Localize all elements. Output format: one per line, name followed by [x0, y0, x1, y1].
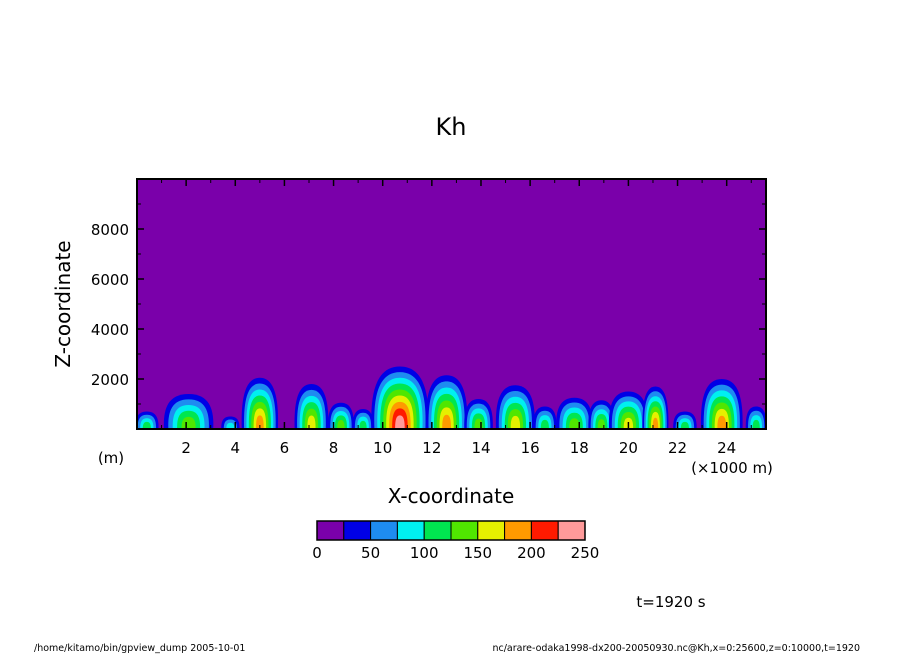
- cloud-contour-level: [395, 415, 405, 429]
- x-tick-label: 4: [231, 439, 241, 457]
- cloud-contour-level: [256, 415, 264, 429]
- footer-left: /home/kitamo/bin/gpview_dump 2005-10-01: [34, 643, 245, 654]
- cloud: [371, 366, 429, 429]
- time-label: t=1920 s: [636, 593, 705, 611]
- cloud-contour-level: [337, 419, 345, 429]
- colorbar-tick-label: 50: [361, 544, 380, 562]
- colorbar-swatch: [504, 520, 532, 541]
- cloud-contour-level: [226, 422, 235, 429]
- x-axis-label: X-coordinate: [388, 484, 515, 508]
- cloud: [608, 391, 648, 429]
- x-tick-label: 8: [329, 439, 339, 457]
- colorbar-tick-label: 250: [571, 544, 600, 562]
- cloud: [673, 411, 697, 429]
- colorbar-labels: 0 50 100 150 200 250: [312, 544, 599, 562]
- cloud: [425, 375, 468, 429]
- cloud: [163, 394, 214, 429]
- colorbar-tick-label: 0: [312, 544, 322, 562]
- cloud: [745, 406, 766, 429]
- plot-area: [136, 178, 767, 430]
- colorbar-swatch: [423, 520, 452, 541]
- cloud: [294, 384, 329, 429]
- y-tick-label: 8000: [91, 221, 129, 239]
- x-tick-label: 6: [280, 439, 290, 457]
- chart-title: Kh: [436, 113, 467, 141]
- cloud-contour-level: [359, 420, 367, 429]
- x-tick-label: 12: [422, 439, 441, 457]
- colorbar-swatch: [530, 520, 559, 541]
- cloud: [588, 400, 615, 429]
- cloud-contour-level: [597, 419, 606, 429]
- cloud-contour-level: [680, 421, 689, 429]
- cloud-contour-level: [752, 419, 760, 429]
- cloud: [533, 406, 557, 429]
- cloud-contour-level: [442, 414, 451, 429]
- cloud-contour-level: [510, 415, 521, 429]
- x-tick-label: 18: [570, 439, 589, 457]
- cloud: [642, 386, 669, 429]
- cloud-contour-level: [569, 418, 580, 429]
- x-axis: 2 4 6 8 10 12 14 16 18 20 22 24: [161, 179, 752, 457]
- y-axis-label: Z-coordinate: [51, 240, 75, 367]
- cloud: [556, 397, 593, 429]
- x-tick-label: 14: [471, 439, 490, 457]
- y-axis: 2000 4000 6000 8000: [91, 203, 766, 405]
- cloud-contour-level: [142, 421, 151, 429]
- cloud-contours: [137, 366, 766, 429]
- y-axis-unit: (m): [98, 449, 124, 467]
- colorbar-swatch: [396, 520, 425, 541]
- colorbar-tick-label: 150: [463, 544, 492, 562]
- x-tick-label: 16: [521, 439, 540, 457]
- cloud: [137, 411, 159, 429]
- cloud-contour-level: [652, 417, 659, 429]
- colorbar-swatch: [477, 520, 506, 541]
- y-tick-label: 6000: [91, 271, 129, 289]
- colorbar: [316, 520, 586, 541]
- x-axis-unit: (×1000 m): [691, 459, 773, 477]
- x-tick-label: 2: [181, 439, 191, 457]
- colorbar-frame: [316, 520, 586, 541]
- x-tick-label: 24: [717, 439, 736, 457]
- footer-right: nc/arare-odaka1998-dx200-20050930.nc@Kh,…: [492, 643, 860, 654]
- colorbar-tick-label: 100: [410, 544, 439, 562]
- colorbar-swatch: [557, 520, 586, 541]
- cloud-contour-level: [717, 415, 727, 429]
- colorbar-swatch: [316, 520, 345, 541]
- colorbar-swatch: [450, 520, 479, 541]
- colorbar-swatch: [343, 520, 372, 541]
- x-tick-label: 10: [373, 439, 392, 457]
- x-tick-label: 22: [668, 439, 687, 457]
- cloud-contour-level: [181, 416, 196, 429]
- x-tick-label: 20: [619, 439, 638, 457]
- cloud: [352, 409, 374, 429]
- colorbar-tick-label: 200: [517, 544, 546, 562]
- cloud: [495, 385, 535, 429]
- colorbar-swatch: [370, 520, 398, 541]
- cloud-contour-level: [540, 419, 549, 429]
- y-tick-label: 2000: [91, 371, 129, 389]
- cloud: [327, 402, 354, 429]
- cloud: [241, 377, 279, 429]
- cloud: [464, 399, 493, 429]
- y-tick-label: 4000: [91, 321, 129, 339]
